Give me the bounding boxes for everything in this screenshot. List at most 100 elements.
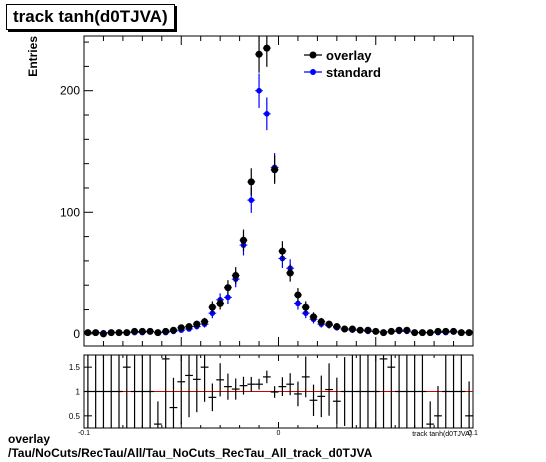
y-axis-label: Entries [26,36,40,77]
ratio-point [270,386,279,398]
overlay-marker [115,329,123,337]
overlay-marker [92,329,100,337]
overlay-marker [341,325,349,333]
overlay-marker [302,303,310,311]
ratio-point [371,355,380,428]
standard-marker [256,87,262,94]
ratio-point [348,355,357,428]
overlay-marker [185,323,193,331]
overlay-point [130,327,139,335]
overlay-point [208,301,217,313]
overlay-point [348,325,357,333]
overlay-marker [216,299,224,307]
overlay-marker [247,178,255,186]
overlay-marker [372,327,380,335]
ratio-point [99,355,108,428]
caption-line-1: overlay [8,432,51,446]
overlay-point [161,327,170,335]
ratio-point [340,357,349,426]
ratio-point [309,384,318,416]
overlay-point [177,324,186,332]
standard-marker [248,197,255,203]
overlay-point [216,297,225,310]
ratio-point [224,373,232,400]
overlay-point [449,327,458,335]
y-tick-label: 200 [60,84,80,98]
standard-marker [295,300,301,307]
ratio-point [332,377,341,425]
overlay-point [138,327,147,335]
overlay-marker [146,327,154,335]
overlay-marker [131,327,139,335]
overlay-point [441,327,450,335]
overlay-point [379,329,388,337]
overlay-point [457,329,466,337]
overlay-marker [255,50,263,58]
overlay-marker [403,326,411,334]
ratio-point [231,378,240,400]
overlay-marker [224,284,232,292]
overlay-point [434,327,442,335]
overlay-point [418,329,427,337]
overlay-point [255,36,263,73]
overlay-marker [387,327,395,335]
overlay-marker [177,324,185,332]
overlay-marker [411,329,419,337]
ratio-point [161,355,170,428]
overlay-point [99,330,108,338]
overlay-point [91,329,100,337]
ratio-y-tick-label: 0.5 [69,412,81,421]
ratio-point [216,363,225,397]
ratio-point [130,355,139,428]
overlay-marker [154,329,162,337]
overlay-point [146,327,155,335]
overlay-point [371,327,380,335]
overlay-marker [107,329,115,337]
overlay-marker [123,329,131,337]
ratio-point [379,355,388,428]
overlay-marker [263,44,271,52]
overlay-point [247,168,256,196]
ratio-point [457,355,466,428]
main-plot-frame [83,35,474,347]
ratio-point [208,383,217,412]
overlay-marker [271,166,279,174]
overlay-marker [442,327,450,335]
overlay-marker [457,329,465,337]
ratio-point [364,355,372,428]
overlay-marker [286,269,294,277]
overlay-point [122,329,131,337]
ratio-point [402,355,411,428]
ratio-point [192,355,201,413]
overlay-point [402,326,411,334]
ratio-point [239,376,248,395]
ratio-point [441,355,450,428]
y-tick-label: 0 [73,327,80,341]
overlay-marker [169,326,177,334]
overlay-point [387,327,396,335]
overlay-marker [294,291,302,299]
main-axis-ticks: 0 100 200 [60,36,474,346]
overlay-marker [380,329,388,337]
overlay-marker [162,327,170,335]
overlay-marker [356,326,364,334]
legend-standard-marker [310,69,316,75]
overlay-point [356,326,365,334]
overlay-marker [310,313,318,321]
legend: overlay standard [304,48,381,80]
standard-marker [209,310,216,316]
standard-point [262,97,271,131]
overlay-point [294,288,302,302]
ratio-x-tick-label: -0.1 [78,430,90,437]
overlay-marker [465,329,473,337]
ratio-point [146,355,155,428]
ratio-point [317,375,326,418]
overlay-point [115,329,123,337]
overlay-marker [317,318,325,326]
ratio-y-tick-label: 1.5 [69,363,81,372]
standard-marker [264,111,270,117]
overlay-marker [450,327,458,335]
caption: overlay /Tau/NoCuts/RecTau/All/Tau_NoCut… [8,432,372,460]
overlay-point [169,326,178,334]
